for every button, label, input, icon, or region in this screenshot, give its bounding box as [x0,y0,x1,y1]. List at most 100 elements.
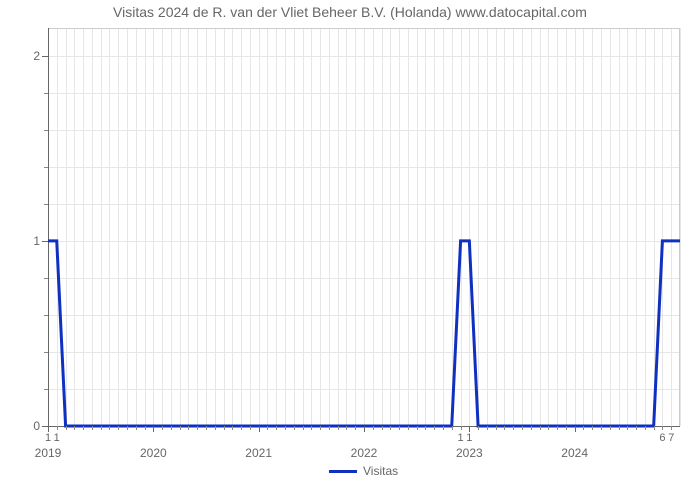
x-tick-minor [276,426,277,430]
x-tick-minor [66,426,67,430]
x-tick-minor [592,426,593,430]
x-tick-minor [504,426,505,430]
y-tick-minor [44,315,48,316]
x-tick-minor [399,426,400,430]
x-tick-minor [224,426,225,430]
legend: Visitas [329,464,398,478]
x-tick-minor [57,426,58,430]
x-tick-minor [487,426,488,430]
y-tick-minor [44,352,48,353]
x-tick-minor [267,426,268,430]
x-tick-minor [434,426,435,430]
x-tick-minor [127,426,128,430]
x-tick-minor [320,426,321,430]
x-tick-minor [548,426,549,430]
x-tick-minor [373,426,374,430]
x-tick-minor [197,426,198,430]
legend-swatch [329,470,357,473]
x-axis-label: 2020 [140,446,167,460]
x-tick [259,426,260,432]
y-axis-label: 0 [26,419,40,433]
x-tick-minor [92,426,93,430]
x-tick [153,426,154,432]
x-tick [364,426,365,432]
x-tick-minor [303,426,304,430]
x-axis-label: 2022 [351,446,378,460]
x-tick-minor [206,426,207,430]
y-tick-minor [44,167,48,168]
y-axis-label: 2 [26,49,40,63]
x-tick-minor [662,426,663,430]
x-tick-minor [250,426,251,430]
x-axis-label: 2021 [245,446,272,460]
x-axis-label: 2023 [456,446,483,460]
x-tick-minor [531,426,532,430]
x-tick-minor [654,426,655,430]
x-tick-minor [171,426,172,430]
x-tick-minor [601,426,602,430]
x-tick-minor [232,426,233,430]
x-tick-minor [461,426,462,430]
y-tick [42,241,48,242]
x-tick-minor [496,426,497,430]
x-tick [575,426,576,432]
y-tick-minor [44,93,48,94]
y-tick-minor [44,278,48,279]
chart-title: Visitas 2024 de R. van der Vliet Beheer … [0,4,700,20]
x-tick-minor [408,426,409,430]
x-tick-minor [241,426,242,430]
x-tick-minor [311,426,312,430]
x-tick-minor [540,426,541,430]
legend-label: Visitas [363,464,398,478]
x-tick-minor [619,426,620,430]
x-tick-minor [294,426,295,430]
x-tick-minor [162,426,163,430]
x-tick-minor [425,426,426,430]
series-line [48,28,680,426]
x-tick-minor [513,426,514,430]
data-label: 1 [45,432,51,444]
x-tick-minor [346,426,347,430]
x-tick-minor [478,426,479,430]
x-tick-minor [627,426,628,430]
y-tick-minor [44,130,48,131]
x-tick-minor [188,426,189,430]
data-label: 1 [458,432,464,444]
x-tick-minor [338,426,339,430]
x-tick-minor [417,426,418,430]
gridline-vertical [680,28,681,426]
x-tick-minor [671,426,672,430]
x-tick-minor [522,426,523,430]
y-tick-minor [44,389,48,390]
y-tick [42,426,48,427]
x-tick-minor [566,426,567,430]
x-tick-minor [390,426,391,430]
x-tick-minor [136,426,137,430]
y-tick-minor [44,204,48,205]
x-axis-label: 2019 [35,446,62,460]
x-tick-minor [215,426,216,430]
y-tick [42,56,48,57]
x-tick-minor [610,426,611,430]
x-tick-minor [74,426,75,430]
x-tick-minor [329,426,330,430]
x-tick-minor [645,426,646,430]
x-tick-minor [583,426,584,430]
x-tick-minor [109,426,110,430]
x-tick-minor [636,426,637,430]
x-tick-minor [443,426,444,430]
data-label: 6 [659,432,665,444]
x-tick-minor [557,426,558,430]
chart-root: Visitas 2024 de R. van der Vliet Beheer … [0,0,700,500]
x-tick-minor [83,426,84,430]
x-tick-minor [145,426,146,430]
x-tick-minor [382,426,383,430]
data-label: 1 [54,432,60,444]
x-tick-minor [285,426,286,430]
x-tick-minor [101,426,102,430]
data-label: 7 [668,432,674,444]
x-tick-minor [180,426,181,430]
x-tick-minor [452,426,453,430]
x-tick-minor [118,426,119,430]
x-tick-minor [355,426,356,430]
